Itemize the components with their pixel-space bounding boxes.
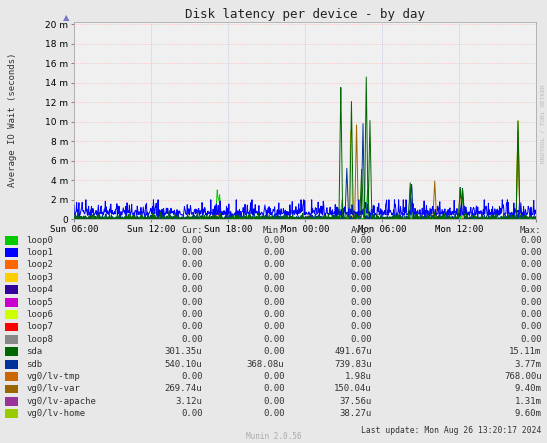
Text: Avg:: Avg:	[351, 226, 372, 235]
Text: 0.00: 0.00	[520, 273, 542, 282]
Text: 0.00: 0.00	[181, 260, 202, 269]
Text: loop6: loop6	[26, 310, 53, 319]
Text: 0.00: 0.00	[263, 372, 284, 381]
Text: 0.00: 0.00	[520, 310, 542, 319]
Text: 0.00: 0.00	[181, 285, 202, 294]
Text: 0.00: 0.00	[520, 260, 542, 269]
Text: 0.00: 0.00	[263, 323, 284, 331]
Text: 0.00: 0.00	[263, 285, 284, 294]
Text: RRDTOOL / TOBi OETKER: RRDTOOL / TOBi OETKER	[540, 85, 546, 163]
Text: 0.00: 0.00	[520, 323, 542, 331]
Text: 768.00u: 768.00u	[504, 372, 542, 381]
Text: 0.00: 0.00	[181, 298, 202, 307]
Text: 0.00: 0.00	[351, 273, 372, 282]
Text: 0.00: 0.00	[181, 372, 202, 381]
Title: Disk latency per device - by day: Disk latency per device - by day	[185, 8, 425, 21]
Text: sda: sda	[26, 347, 42, 356]
Text: 269.74u: 269.74u	[165, 385, 202, 393]
Text: 540.10u: 540.10u	[165, 360, 202, 369]
Text: 0.00: 0.00	[263, 298, 284, 307]
Text: 0.00: 0.00	[181, 236, 202, 245]
Text: 0.00: 0.00	[263, 335, 284, 344]
Text: 0.00: 0.00	[351, 310, 372, 319]
Text: 0.00: 0.00	[520, 298, 542, 307]
Text: 0.00: 0.00	[181, 323, 202, 331]
Text: 0.00: 0.00	[351, 260, 372, 269]
Text: loop2: loop2	[26, 260, 53, 269]
Text: Average IO Wait (seconds): Average IO Wait (seconds)	[8, 52, 16, 187]
Text: 0.00: 0.00	[520, 236, 542, 245]
Text: 491.67u: 491.67u	[334, 347, 372, 356]
Text: 0.00: 0.00	[351, 248, 372, 257]
Text: 0.00: 0.00	[351, 335, 372, 344]
Text: 0.00: 0.00	[351, 236, 372, 245]
Text: 368.08u: 368.08u	[247, 360, 284, 369]
Text: Last update: Mon Aug 26 13:20:17 2024: Last update: Mon Aug 26 13:20:17 2024	[361, 426, 542, 435]
Text: 0.00: 0.00	[351, 298, 372, 307]
Text: 3.12u: 3.12u	[176, 397, 202, 406]
Text: loop1: loop1	[26, 248, 53, 257]
Text: 37.56u: 37.56u	[340, 397, 372, 406]
Text: loop5: loop5	[26, 298, 53, 307]
Text: 0.00: 0.00	[181, 248, 202, 257]
Text: 0.00: 0.00	[263, 273, 284, 282]
Text: 1.98u: 1.98u	[345, 372, 372, 381]
Text: 1.31m: 1.31m	[515, 397, 542, 406]
Text: vg0/lv-var: vg0/lv-var	[26, 385, 80, 393]
Text: 0.00: 0.00	[181, 273, 202, 282]
Text: 0.00: 0.00	[263, 347, 284, 356]
Text: 0.00: 0.00	[520, 285, 542, 294]
Text: vg0/lv-tmp: vg0/lv-tmp	[26, 372, 80, 381]
Text: ▲: ▲	[63, 13, 69, 22]
Text: loop3: loop3	[26, 273, 53, 282]
Text: loop4: loop4	[26, 285, 53, 294]
Text: 9.60m: 9.60m	[515, 409, 542, 418]
Text: 150.04u: 150.04u	[334, 385, 372, 393]
Text: 0.00: 0.00	[263, 260, 284, 269]
Text: Min:: Min:	[263, 226, 284, 235]
Text: 0.00: 0.00	[520, 248, 542, 257]
Text: 0.00: 0.00	[520, 335, 542, 344]
Text: 0.00: 0.00	[263, 385, 284, 393]
Text: 301.35u: 301.35u	[165, 347, 202, 356]
Text: vg0/lv-home: vg0/lv-home	[26, 409, 85, 418]
Text: loop8: loop8	[26, 335, 53, 344]
Text: 739.83u: 739.83u	[334, 360, 372, 369]
Text: loop7: loop7	[26, 323, 53, 331]
Text: 0.00: 0.00	[263, 248, 284, 257]
Text: 15.11m: 15.11m	[509, 347, 542, 356]
Text: 38.27u: 38.27u	[340, 409, 372, 418]
Text: 9.40m: 9.40m	[515, 385, 542, 393]
Text: 0.00: 0.00	[263, 397, 284, 406]
Text: Max:: Max:	[520, 226, 542, 235]
Text: 0.00: 0.00	[181, 335, 202, 344]
Text: 0.00: 0.00	[263, 409, 284, 418]
Text: sdb: sdb	[26, 360, 42, 369]
Text: loop0: loop0	[26, 236, 53, 245]
Text: 0.00: 0.00	[351, 285, 372, 294]
Text: Munin 2.0.56: Munin 2.0.56	[246, 432, 301, 441]
Text: 0.00: 0.00	[181, 409, 202, 418]
Text: vg0/lv-apache: vg0/lv-apache	[26, 397, 96, 406]
Text: 3.77m: 3.77m	[515, 360, 542, 369]
Text: 0.00: 0.00	[351, 323, 372, 331]
Text: 0.00: 0.00	[263, 310, 284, 319]
Text: 0.00: 0.00	[181, 310, 202, 319]
Text: 0.00: 0.00	[263, 236, 284, 245]
Text: Cur:: Cur:	[181, 226, 202, 235]
